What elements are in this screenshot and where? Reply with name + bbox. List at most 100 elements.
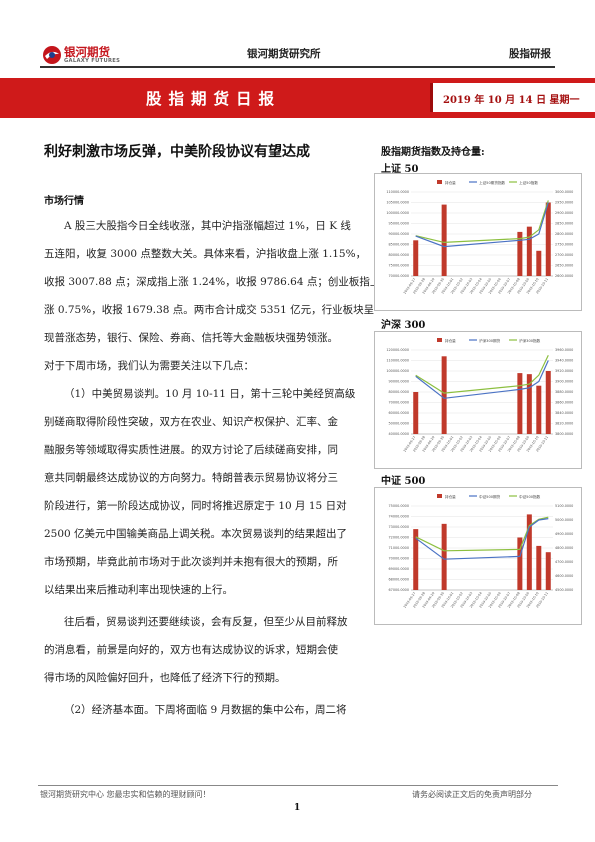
y-tick-label-left: 75000.0000 <box>389 264 410 268</box>
chart-hs300: 持仓量 沪深300期货 沪深300指数 120000.0000 110000.0000 1… <box>374 331 582 469</box>
y-tick-label-left: 70000.0000 <box>389 557 410 561</box>
legend-swatch <box>437 338 442 342</box>
body-line: 2500 亿美元中国输美商品上调关税。本次贸易谈判的结果超出了 <box>44 528 348 540</box>
header-divider <box>40 66 555 68</box>
body-line: 得市场的风险偏好回升，也降低了经济下行的预期。 <box>44 672 286 684</box>
y-tick-label-right: 4900.0000 <box>555 532 573 536</box>
y-tick-label-right: 5000.0000 <box>555 518 573 522</box>
y-tick-label-right: 3840.0000 <box>555 411 573 415</box>
y-tick-label-left: 71000.0000 <box>389 546 410 550</box>
legend-entry: 沪深300指数 <box>519 338 541 343</box>
y-tick-label-left: 110000.0000 <box>386 359 409 363</box>
bar <box>526 374 532 434</box>
y-tick-label-right: 2850.0000 <box>555 222 573 226</box>
body-line: 收报 3007.88 点；深成指上涨 1.24%，收报 9786.64 点；创业… <box>44 276 381 288</box>
bar <box>536 385 542 434</box>
sidebar-title: 股指期货指数及持仓量: <box>381 147 485 158</box>
y-tick-label-right: 3860.0000 <box>555 401 573 405</box>
series-line-futures <box>415 202 549 248</box>
bar <box>545 371 551 434</box>
legend-entry: 沪深300期货 <box>479 338 501 343</box>
chart-zz500: 持仓量 中证500期货 中证500指数 75000.0000 74000.0000 730… <box>374 487 582 625</box>
legend-swatch <box>437 180 442 184</box>
y-tick-label-right: 3880.0000 <box>555 390 573 394</box>
body-line: 涨 0.75%，收报 1679.38 点。两市合计成交 5351 亿元，行业板块… <box>44 304 375 316</box>
chart-hs300-svg: 持仓量 沪深300期货 沪深300指数 120000.0000 110000.0000 1… <box>386 338 573 453</box>
y-tick-label-right: 4600.0000 <box>555 574 573 578</box>
y-tick-label-left: 110000.0000 <box>386 190 409 194</box>
chart-label-zz500: 中证 500 <box>381 476 426 487</box>
footer-divider <box>38 785 558 786</box>
y-tick-label-left: 70000.0000 <box>389 274 410 278</box>
bar <box>517 537 523 590</box>
bar <box>526 226 532 276</box>
bar <box>536 250 542 276</box>
y-tick-label-left: 67000.0000 <box>389 588 410 592</box>
y-tick-label-right: 3960.0000 <box>555 348 573 352</box>
y-tick-label-right: 2900.0000 <box>555 211 573 215</box>
chart-zz500-svg: 持仓量 中证500期货 中证500指数 75000.0000 74000.0000 730… <box>389 494 573 609</box>
legend-swatch <box>437 494 442 498</box>
bar <box>526 514 532 590</box>
body-line: 市场预期，毕竟此前市场对于此次谈判并未抱有很大的预期，所 <box>44 556 338 568</box>
bar <box>441 356 447 434</box>
bar <box>545 202 551 276</box>
bar <box>413 240 419 276</box>
bar <box>545 552 551 590</box>
body-line: 以结果出来后推动利率出现快速的上行。 <box>44 584 233 596</box>
y-tick-label-left: 60000.0000 <box>389 411 410 415</box>
y-tick-label-left: 105000.0000 <box>386 201 409 205</box>
y-tick-label-left: 90000.0000 <box>389 232 410 236</box>
series-line-index <box>415 200 549 244</box>
footer-disclaimer: 请务必阅读正文后的免责声明部分 <box>412 790 532 799</box>
legend-entry: 持仓量 <box>445 180 456 185</box>
y-tick-label-right: 2700.0000 <box>555 253 573 257</box>
section-heading: 市场行情 <box>44 196 84 207</box>
body-line: 阶段进行，第一阶段达成协议，同时将推迟原定于 10 月 15 日对 <box>44 500 347 512</box>
title-banner: 股指期货日报 2019 年 10 月 14 日 星期一 <box>0 78 595 118</box>
body-line: 对于下周市场，我们认为需要关注以下几点： <box>44 360 254 372</box>
chart-sz50: 持仓量 上证50期货指数 上证50指数 110000.0000 105000.0000 1… <box>374 173 582 311</box>
bar <box>536 545 542 590</box>
y-tick-label-left: 70000.0000 <box>389 401 410 405</box>
legend-entry: 持仓量 <box>445 338 456 343</box>
body-line: 融服务等领域取得实质性进展。的双方讨论了后续磋商安排，同 <box>44 444 338 456</box>
body-line: （2）经济基本面。下周将面临 9 月数据的集中公布，周二将 <box>64 704 347 716</box>
body-line: 五连阳，收复 3000 点整数大关。具体来看，沪指收盘上涨 1.15%， <box>44 248 367 260</box>
y-tick-label-right: 2800.0000 <box>555 232 573 236</box>
banner-title: 股指期货日报 <box>146 89 282 108</box>
y-tick-label-right: 2650.0000 <box>555 264 573 268</box>
legend-entry: 中证500期货 <box>479 494 501 499</box>
y-tick-label-left: 90000.0000 <box>389 380 410 384</box>
body-line: 的消息看，前景是向好的，双方也有达成协议的诉求，短期会使 <box>44 644 338 656</box>
y-tick-label-right: 2750.0000 <box>555 243 573 247</box>
article-headline: 利好刺激市场反弹，中美阶段协议有望达成 <box>44 144 310 160</box>
y-tick-label-right: 4800.0000 <box>555 546 573 550</box>
y-tick-label-left: 73000.0000 <box>389 525 410 529</box>
logo-en-text: GALAXY FUTURES <box>64 58 121 64</box>
y-tick-label-left: 100000.0000 <box>386 211 409 215</box>
y-tick-label-left: 120000.0000 <box>386 348 409 352</box>
body-line: （1）中美贸易谈判。10 月 10-11 日，第十三轮中美经贸高级 <box>64 388 356 400</box>
y-tick-label-left: 75000.0000 <box>389 504 410 508</box>
y-tick-label-right: 2600.0000 <box>555 274 573 278</box>
y-tick-label-left: 40000.0000 <box>389 432 410 436</box>
y-tick-label-right: 3900.0000 <box>555 380 573 384</box>
y-tick-label-left: 80000.0000 <box>389 390 410 394</box>
y-tick-label-left: 72000.0000 <box>389 536 410 540</box>
series-line-futures <box>415 360 549 399</box>
y-tick-label-left: 69000.0000 <box>389 567 410 571</box>
y-tick-label-right: 3000.0000 <box>555 190 573 194</box>
body-line: 意共同朝最终达成协议的方向努力。特朗普表示贸易协议将分三 <box>44 472 338 484</box>
legend-entry: 上证50指数 <box>519 180 538 185</box>
report-date: 2019 年 10 月 14 日 星期一 <box>443 95 580 106</box>
chart-label-sz50: 上证 50 <box>381 164 419 175</box>
bar <box>441 523 447 590</box>
galaxy-logo-icon <box>43 46 61 64</box>
logo-cn-text: 银河期货 <box>64 45 110 59</box>
y-tick-label-right: 3940.0000 <box>555 359 573 363</box>
bar <box>413 529 419 590</box>
y-tick-label-right: 2950.0000 <box>555 201 573 205</box>
banner-date-box: 2019 年 10 月 14 日 星期一 <box>430 83 595 112</box>
y-tick-label-right: 5100.0000 <box>555 504 573 508</box>
